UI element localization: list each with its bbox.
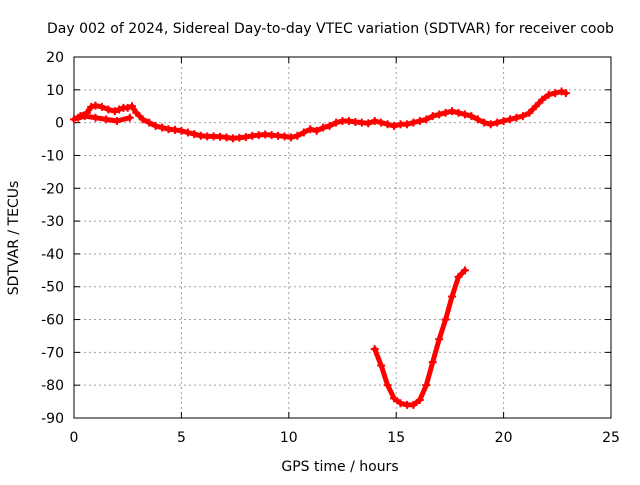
y-tick-label: -10 [41,148,64,164]
y-tick-label: -20 [41,181,64,197]
x-tick-label: 15 [387,430,405,446]
y-tick-label: 20 [46,50,64,66]
axis-ticks: 0 5 10 15 20 25 20 10 0 -10 -20 -30 -40 -50 -60 -70 -80 -… [41,50,620,446]
data-series [70,87,570,409]
y-tick-label: -40 [41,247,64,263]
series-2 [370,266,469,409]
x-tick-label: 5 [177,430,186,446]
series-1 [74,112,134,125]
y-tick-label: -60 [41,313,64,329]
y-tick-label: 10 [46,83,64,99]
y-tick-label: -50 [41,280,64,296]
y-tick-label: 0 [55,116,64,132]
y-tick-label: -70 [41,345,64,361]
x-axis-title: GPS time / hours [281,459,398,475]
y-tick-label: -90 [41,411,64,427]
y-tick-label: -30 [41,214,64,230]
plot-frame [73,56,612,419]
y-axis-title: SDTVAR / TECUs [6,181,22,296]
chart-title: Day 002 of 2024, Sidereal Day-to-day VTE… [47,21,614,37]
x-tick-label: 20 [495,430,513,446]
x-tick-label: 10 [280,430,298,446]
x-tick-label: 25 [602,430,620,446]
y-tick-label: -80 [41,378,64,394]
x-tick-label: 0 [70,430,79,446]
series-0 [70,87,570,143]
